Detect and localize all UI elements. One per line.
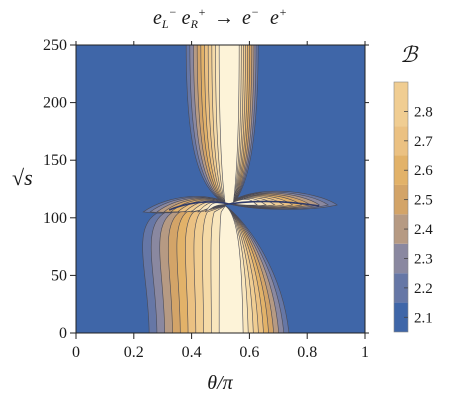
- saddle-line-left: [168, 201, 230, 211]
- colorbar-label: 2.7: [414, 134, 433, 150]
- title-particle-3: e: [242, 7, 251, 29]
- title-sup-4: +: [278, 5, 288, 19]
- colorbar-band: [394, 302, 408, 332]
- saddle-line-right: [229, 200, 320, 207]
- title-arrow: →: [214, 7, 235, 29]
- colorbar-label: 2.3: [414, 251, 433, 267]
- colorbar-band: [394, 184, 408, 215]
- x-tick-label: 0.2: [124, 344, 144, 361]
- colorbar-band: [394, 82, 408, 127]
- contour-band-lower-10: [218, 205, 244, 333]
- x-tick-label: 1: [361, 344, 369, 361]
- title-sub-2: R: [190, 17, 198, 31]
- y-tick-label: 150: [43, 152, 67, 169]
- y-tick-label: 100: [43, 210, 67, 227]
- title-particle-4: e: [270, 7, 279, 29]
- x-tick-label: 0.8: [297, 344, 317, 361]
- title-sup-2: +: [197, 5, 207, 19]
- colorbar-label: 2.6: [414, 163, 433, 179]
- colorbar-label: 2.2: [414, 281, 433, 297]
- colorbar-label: 2.8: [414, 104, 433, 120]
- y-axis-label: √s: [12, 165, 33, 190]
- colorbar: 2.1 2.2 2.3 2.4 2.5 2.6 2.7 2.8: [393, 81, 433, 333]
- colorbar-frame: [393, 81, 409, 333]
- colorbar-label: 2.4: [414, 222, 433, 238]
- title-particle-1: e: [152, 7, 162, 29]
- contour-bands: [142, 45, 338, 333]
- y-tick-label: 0: [59, 325, 67, 342]
- y-tick-label: 50: [51, 267, 67, 284]
- chart-title: eL− eR+ → e− e+: [75, 6, 365, 30]
- plot-frame: [75, 44, 366, 334]
- x-axis-label: θ/π: [207, 372, 233, 394]
- title-particle-2: e: [181, 7, 191, 29]
- colorbar-band: [394, 243, 408, 274]
- title-sup-3: −: [250, 5, 260, 19]
- title-sub-1: L: [161, 17, 169, 31]
- title-sup-1: −: [168, 5, 177, 19]
- colorbar-band: [394, 126, 408, 156]
- x-tick-label: 0.4: [182, 344, 202, 361]
- colorbar-label: 2.5: [414, 193, 433, 209]
- colorbar-title: ℬ: [400, 43, 418, 68]
- x-axis: 0 0.2 0.4 0.6 0.8 1: [72, 41, 369, 361]
- y-tick-label: 250: [43, 37, 67, 54]
- x-tick-label: 0: [72, 344, 80, 361]
- colorbar-band: [394, 214, 408, 244]
- y-tick-label: 200: [43, 95, 67, 112]
- x-tick-label: 0.6: [239, 344, 259, 361]
- colorbar-label: 2.1: [414, 310, 433, 326]
- y-axis: 0 50 100 150 200 250: [43, 37, 369, 342]
- colorbar-band: [394, 273, 408, 303]
- plot-area: [76, 45, 365, 333]
- colorbar-band: [394, 155, 408, 185]
